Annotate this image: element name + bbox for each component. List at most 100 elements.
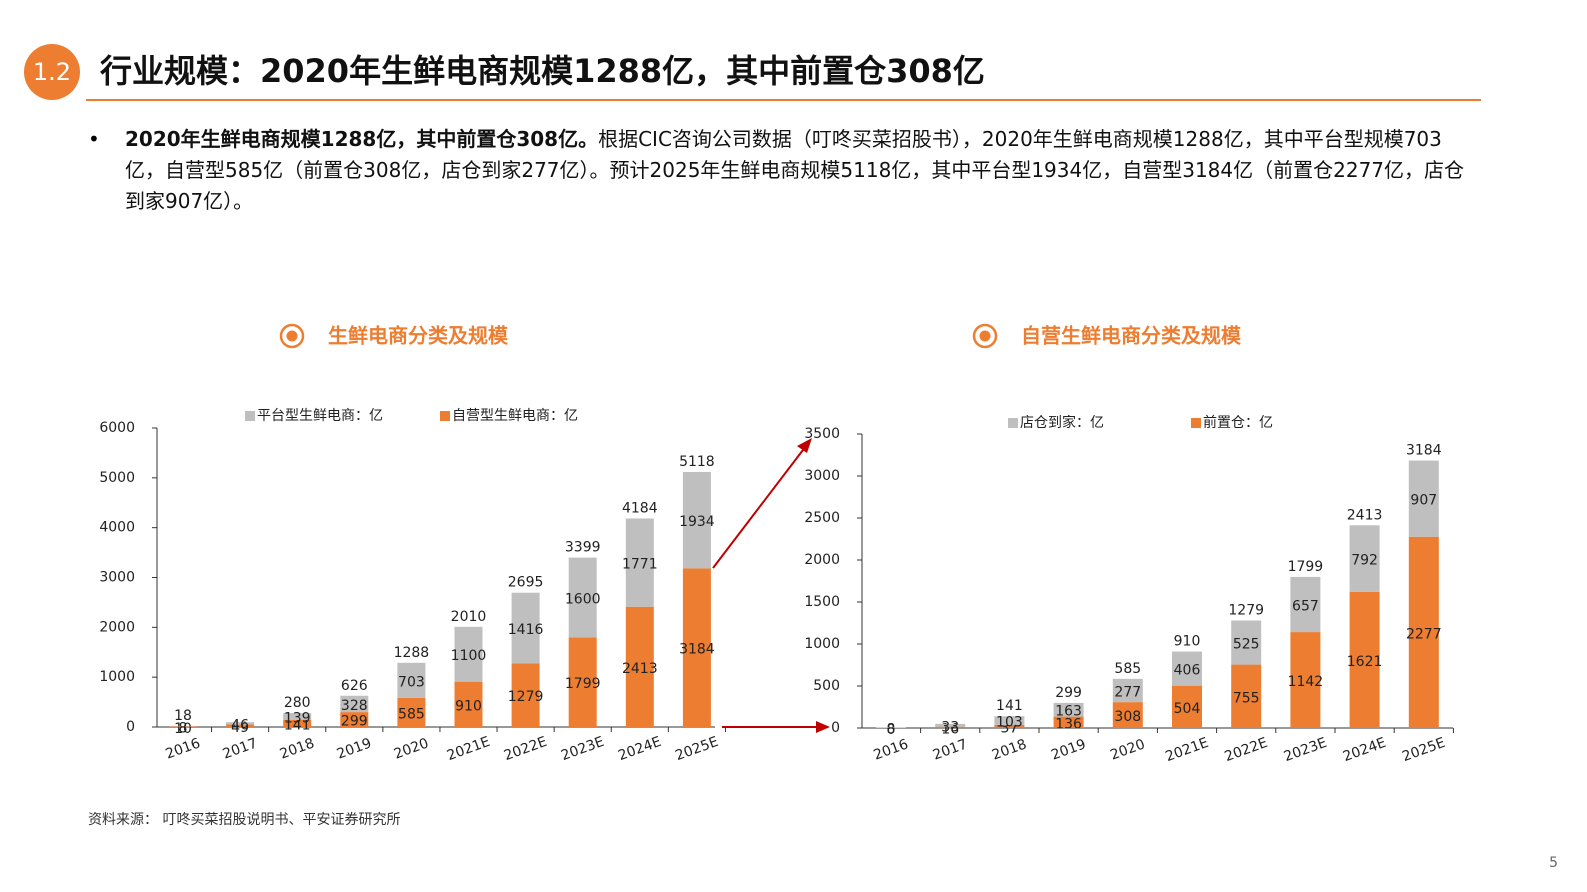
title-icon [279, 323, 305, 349]
x-tick-label: 2024E [1341, 735, 1388, 765]
arrow-head [797, 438, 812, 453]
x-tick-label: 2025E [1400, 735, 1447, 765]
bar-segment [1172, 685, 1202, 728]
value-label: 1621 [1347, 654, 1383, 670]
value-label: 585 [398, 706, 425, 722]
bar-segment [1408, 536, 1439, 728]
value-label: 907 [1410, 493, 1437, 509]
value-label: 139 [284, 711, 311, 727]
value-label: 792 [1351, 553, 1378, 569]
total-label: 1799 [1288, 559, 1324, 575]
x-tick-label: 2018 [278, 735, 317, 762]
legend-label: 前置仓：亿 [1203, 414, 1273, 431]
total-label: 910 [1174, 634, 1201, 650]
bar-segment [994, 716, 1025, 725]
bar-segment [454, 681, 483, 727]
value-label: 525 [1233, 637, 1260, 653]
value-label: 141 [284, 717, 311, 733]
bar-segment [1349, 591, 1380, 728]
total-label: 585 [1114, 661, 1141, 677]
value-label: 504 [1174, 701, 1201, 717]
x-tick-label: 2021E [445, 734, 492, 764]
y-tick-label: 2000 [99, 619, 135, 635]
chart-title: 生鲜电商分类及规模 [328, 324, 509, 348]
y-tick-label: 0 [831, 720, 840, 736]
bar-segment [340, 712, 369, 727]
y-tick-label: 0 [126, 719, 135, 735]
value-label: 103 [996, 715, 1023, 731]
bar-segment [1053, 716, 1084, 728]
legend-label: 店仓到家：亿 [1020, 414, 1104, 431]
total-label: 1288 [394, 645, 430, 661]
value-label: 308 [1114, 709, 1141, 725]
value-label: 3184 [679, 642, 715, 658]
bar-segment [1112, 702, 1143, 728]
y-tick-label: 1000 [804, 636, 840, 652]
legend-swatch [1008, 418, 1018, 428]
value-label: 328 [341, 698, 368, 714]
arrow-head [816, 721, 830, 733]
x-tick-label: 2020 [1108, 736, 1147, 763]
y-tick-label: 3000 [99, 570, 135, 586]
x-tick-label: 2025E [673, 734, 720, 764]
total-label: 5118 [679, 454, 715, 470]
bar-segment [1408, 460, 1439, 537]
bar-segment [454, 626, 483, 682]
bullet-body: 根据CIC咨询公司数据（叮咚买菜招股书），2020年生鲜电商规模1288亿，其中… [125, 127, 1465, 213]
value-label: 1416 [508, 622, 544, 638]
x-tick-label: 2022E [1223, 735, 1270, 765]
bar-segment [511, 592, 540, 664]
bar-segment [682, 568, 711, 727]
x-tick-label: 2022E [502, 734, 549, 764]
bar-segment [994, 724, 1025, 728]
value-label: 1142 [1288, 674, 1324, 690]
bar-segment [397, 662, 426, 698]
bar-segment [935, 726, 966, 728]
legend-label: 自营型生鲜电商：亿 [452, 408, 578, 424]
total-label: 1279 [1228, 602, 1264, 618]
value-label: 8 [887, 722, 896, 738]
y-tick-label: 2500 [804, 510, 840, 526]
arrow [712, 445, 807, 569]
bullet-dot: • [88, 127, 100, 151]
bar-segment [1172, 651, 1202, 686]
bar-segment [397, 697, 426, 727]
total-label: 280 [284, 695, 311, 711]
x-tick-label: 2019 [1049, 736, 1088, 763]
y-tick-label: 3500 [804, 426, 840, 442]
bar-segment [511, 663, 540, 727]
bar-segment [876, 727, 906, 728]
bar-segment [1290, 576, 1321, 633]
total-label: 3184 [1406, 443, 1442, 459]
total-label: 141 [996, 698, 1023, 714]
x-tick-label: 2024E [616, 734, 663, 764]
bar-segment [226, 724, 255, 727]
total-label: 626 [341, 678, 368, 694]
source: 资料来源： 叮咚买菜招股说明书、平安证券研究所 [88, 812, 400, 828]
title-icon [979, 330, 991, 342]
value-label: 33 [941, 719, 959, 735]
bar-segment [568, 557, 597, 638]
legend-swatch [1191, 418, 1201, 428]
bar-segment [283, 719, 312, 727]
bar-segment [340, 695, 369, 713]
x-tick-label: 2017 [221, 735, 260, 762]
value-label: 136 [1055, 716, 1082, 732]
total-label: 18 [174, 708, 192, 724]
value-label: 0 [887, 722, 896, 738]
title-icon [286, 330, 298, 342]
x-tick-label: 2023E [559, 734, 606, 764]
y-tick-label: 6000 [99, 420, 135, 436]
bar-segment [1112, 678, 1143, 703]
value-label: 1600 [565, 591, 601, 607]
x-tick-label: 2023E [1282, 735, 1329, 765]
total-label: 3399 [565, 540, 601, 556]
value-label: 1934 [679, 514, 715, 530]
legend-swatch [245, 411, 255, 421]
y-tick-label: 4000 [99, 520, 135, 536]
total-label: 2695 [508, 575, 544, 591]
value-label: 910 [455, 698, 482, 714]
bar-segment [283, 713, 312, 720]
legend-label: 平台型生鲜电商：亿 [257, 408, 383, 424]
